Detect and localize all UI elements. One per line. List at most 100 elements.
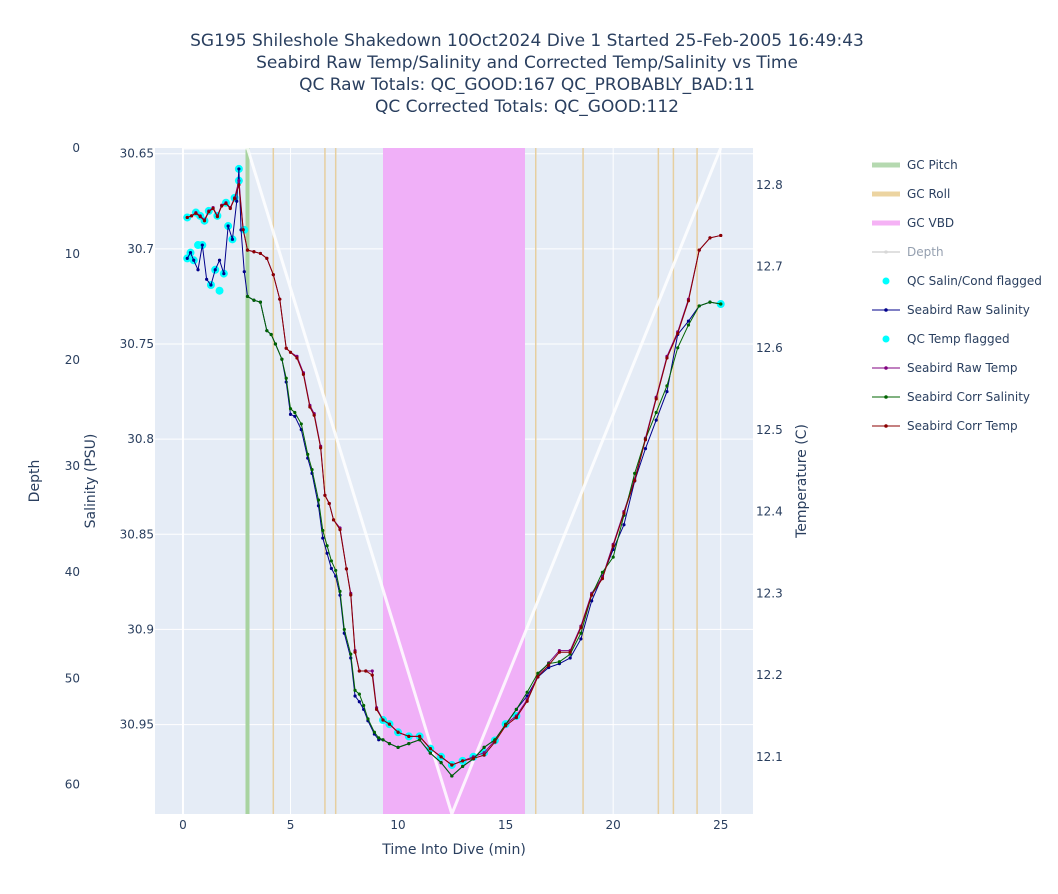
temperature-tick-label-6: 12.7 [756,259,783,273]
raw-salinity-point-31 [325,551,329,555]
raw-salinity-point-30 [321,536,325,540]
corr-salinity-point-6 [280,357,284,361]
corr-salinity-point-35 [461,764,465,769]
legend-item-2[interactable]: GC VBD [872,216,954,230]
corr-temp-point-6 [211,206,215,211]
legend-item-5[interactable]: Seabird Raw Salinity [872,303,1030,317]
corr-salinity-point-57 [697,304,701,308]
corr-temp-point-9 [224,201,228,206]
gc-pitch-band-0 [245,148,250,814]
corr-salinity-point-14 [321,528,325,533]
depth-axis-title: Depth [27,460,43,503]
legend-item-0[interactable]: GC Pitch [872,158,958,172]
corr-temp-point-67 [686,299,691,303]
legend-item-8[interactable]: Seabird Corr Salinity [872,390,1030,404]
legend-marker-3 [884,250,888,254]
raw-temp-point-36 [370,669,374,673]
corr-salinity-point-9 [293,410,297,415]
corr-salinity-point-15 [325,544,329,548]
corr-salinity-point-12 [310,467,314,472]
corr-temp-point-31 [344,567,349,571]
corr-temp-point-60 [611,544,615,548]
corr-salinity-point-41 [525,690,529,694]
depth-tick-label-3: 30 [65,459,80,473]
legend-swatch-6 [882,335,890,343]
corr-temp-point-69 [708,236,712,240]
legend: GC Pitch GC Roll GC VBD Depth QC Salin/Cond … [872,158,1042,433]
legend-label-8: Seabird Corr Salinity [907,390,1030,404]
corr-temp-point-36 [370,673,374,677]
corr-salinity-point-49 [611,555,615,559]
legend-item-9[interactable]: Seabird Corr Temp [872,419,1018,433]
gc-roll-band-2 [334,148,337,814]
salinity-tick-label-4: 30.85 [120,527,154,541]
corr-temp-point-59 [600,577,605,581]
corr-salinity-point-3 [265,329,269,333]
corr-salinity-point-25 [372,730,377,734]
corr-salinity-point-55 [676,346,680,350]
depth-trace-line [182,146,723,819]
legend-label-1: GC Roll [907,187,950,201]
temperature-tick-label-3: 12.4 [756,505,783,519]
corr-temp-point-32 [349,593,353,597]
corr-temp-point-48 [482,753,486,757]
axes: Time Into Dive (min) Depth Salinity (PSU… [27,141,810,858]
corr-temp-point-33 [353,650,357,654]
x-tick-label-2: 10 [390,818,405,832]
temperature-tick-label-5: 12.6 [756,341,783,355]
corr-temp-point-53 [536,675,540,679]
salinity-axis-title: Salinity (PSU) [83,434,99,529]
gc-bands [245,148,698,814]
legend-item-4[interactable]: QC Salin/Cond flagged [882,274,1042,288]
corr-temp-point-21 [288,350,293,354]
corr-salinity-point-7 [284,376,288,380]
corr-temp-point-20 [284,346,288,350]
raw-salinity-point-7 [213,268,217,272]
corr-temp-point-43 [428,747,432,751]
legend-marker-9 [884,424,888,428]
corr-salinity-point-32 [428,751,432,755]
legend-label-6: QC Temp flagged [907,332,1010,346]
raw-salinity-point-61 [568,656,572,660]
corr-temp-point-52 [525,699,529,703]
legend-item-1[interactable]: GC Roll [872,187,950,201]
raw-salinity-point-24 [288,412,293,416]
legend-marker-7 [884,366,888,370]
raw-salinity-point-38 [357,700,361,704]
legend-item-7[interactable]: Seabird Raw Temp [872,361,1018,375]
corr-salinity-point-18 [338,589,342,593]
temperature-tick-label-0: 12.1 [756,750,783,764]
temperature-axis-title: Temperature (C) [794,424,810,539]
corr-temp-point-54 [547,663,551,667]
legend-item-6[interactable]: QC Temp flagged [882,332,1010,346]
gc-roll-band-7 [696,148,698,814]
corr-salinity-point-29 [396,745,400,750]
raw-salinity-point-66 [622,523,626,527]
salinity-tick-label-0: 30.65 [120,147,154,161]
corr-temp-point-28 [327,501,331,506]
corr-temp-point-17 [265,256,269,260]
raw-salinity-point-9 [222,271,226,276]
corr-temp-point-5 [207,210,211,214]
raw-salinity-point-62 [579,637,583,641]
corr-temp-point-39 [387,722,392,726]
corr-salinity-point-4 [269,332,273,337]
raw-salinity-point-4 [200,243,204,247]
corr-temp-point-47 [471,756,475,761]
corr-salinity-point-24 [366,717,370,721]
corr-temp-point-29 [331,518,336,522]
corr-temp-point-62 [633,478,637,483]
corr-salinity-point-56 [686,323,691,327]
corr-salinity-point-27 [381,738,385,742]
corr-salinity-point-1 [252,298,256,302]
corr-salinity-point-54 [665,384,669,388]
salinity-tick-label-1: 30.7 [127,242,154,256]
corr-temp-point-25 [312,413,316,417]
salinity-tick-label-6: 30.95 [120,718,154,732]
corr-temp-point-24 [308,405,312,409]
legend-item-3[interactable]: Depth [872,245,944,259]
legend-label-0: GC Pitch [907,158,958,172]
corr-temp-point-26 [319,446,323,450]
corr-temp-point-11 [232,197,237,201]
corr-salinity-point-23 [362,703,366,708]
